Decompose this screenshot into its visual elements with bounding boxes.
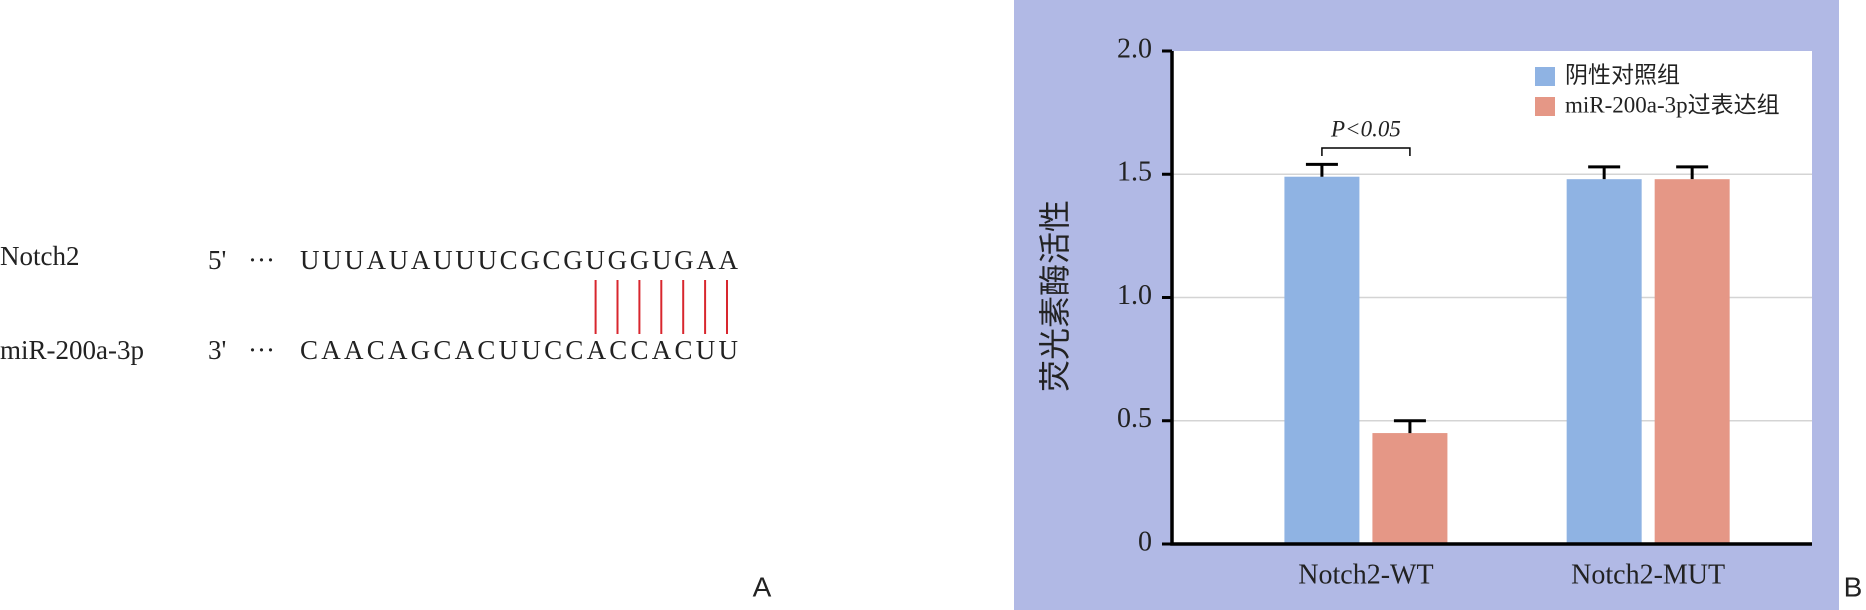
sequence: UUUAUAUUUCGCGUGGUGAA	[300, 245, 739, 275]
annotation: P<0.05	[1330, 116, 1401, 141]
error-bar	[1588, 165, 1621, 180]
y-tick-label: 0	[1138, 526, 1152, 557]
row-end: 3'	[208, 335, 226, 365]
x-tick-label: Notch2-MUT	[1571, 559, 1725, 590]
error-bar	[1393, 419, 1426, 434]
error-bar	[1676, 165, 1709, 180]
row-name: Notch2	[0, 241, 79, 271]
bar	[1284, 176, 1360, 544]
axis-line	[1170, 51, 1812, 546]
y-tick-label: 1.0	[1117, 280, 1152, 311]
row-end: 5'	[208, 245, 226, 275]
panel-letter: A	[753, 571, 772, 602]
sequence: CAACAGCACUUCCACCACUU	[300, 335, 738, 365]
y-tick-label: 2.0	[1117, 33, 1152, 64]
legend-swatch	[1535, 97, 1555, 116]
error-bar	[1305, 162, 1338, 177]
row-dots: ···	[248, 335, 275, 365]
row-dots: ···	[248, 245, 275, 275]
significance-bracket	[1321, 147, 1411, 156]
legend-label: miR-200a-3p过表达组	[1565, 92, 1780, 117]
x-tick-label: Notch2-WT	[1298, 559, 1433, 590]
bar	[1372, 433, 1448, 544]
bar	[1566, 179, 1642, 544]
y-tick-label: 0.5	[1117, 403, 1152, 434]
plot: 0 0.5 1.0 1.5 2.0 Notch2-WT Notch2-MUT 阴性对照组 miR…	[1117, 33, 1812, 590]
panel-letter: B	[1844, 571, 1863, 602]
alignment-panel: Notch2 5' ··· UUUAUAUUUCGCGUGGUGAA miR-2…	[0, 241, 772, 602]
bar	[1654, 179, 1730, 544]
legend-label: 阴性对照组	[1565, 62, 1680, 87]
legend-swatch	[1535, 67, 1555, 86]
pairing-lines	[594, 280, 728, 334]
y-axis-title: 荧光素酶活性	[1036, 200, 1074, 392]
y-tick-label: 1.5	[1117, 157, 1152, 188]
row-name: miR-200a-3p	[0, 335, 144, 365]
